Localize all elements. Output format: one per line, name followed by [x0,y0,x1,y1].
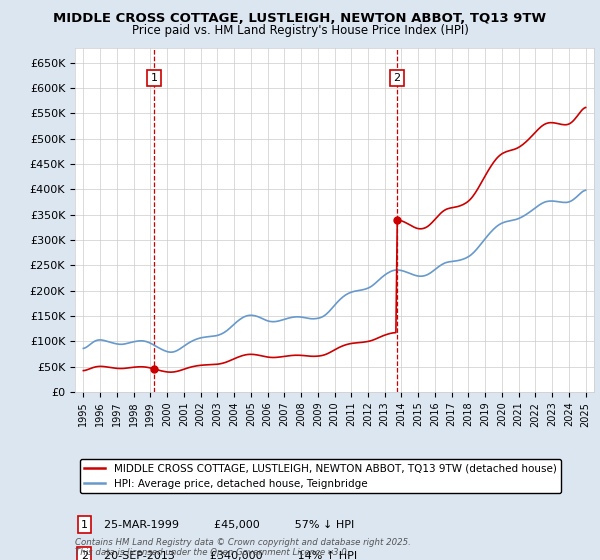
Legend: MIDDLE CROSS COTTAGE, LUSTLEIGH, NEWTON ABBOT, TQ13 9TW (detached house), HPI: A: MIDDLE CROSS COTTAGE, LUSTLEIGH, NEWTON … [80,459,560,493]
Text: Price paid vs. HM Land Registry's House Price Index (HPI): Price paid vs. HM Land Registry's House … [131,24,469,36]
Text: Contains HM Land Registry data © Crown copyright and database right 2025.
This d: Contains HM Land Registry data © Crown c… [75,538,411,557]
Text: 20-SEP-2013          £340,000          14% ↑ HPI: 20-SEP-2013 £340,000 14% ↑ HPI [104,550,356,560]
Text: 1: 1 [81,520,88,530]
Text: MIDDLE CROSS COTTAGE, LUSTLEIGH, NEWTON ABBOT, TQ13 9TW: MIDDLE CROSS COTTAGE, LUSTLEIGH, NEWTON … [53,12,547,25]
Text: 1: 1 [151,73,158,83]
Text: 2: 2 [393,73,400,83]
Text: 25-MAR-1999          £45,000          57% ↓ HPI: 25-MAR-1999 £45,000 57% ↓ HPI [104,520,354,530]
Text: 2: 2 [81,550,88,560]
